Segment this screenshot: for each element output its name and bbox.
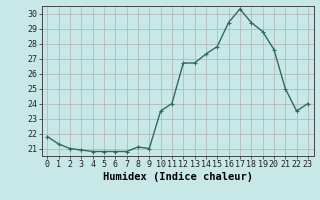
X-axis label: Humidex (Indice chaleur): Humidex (Indice chaleur) xyxy=(103,172,252,182)
